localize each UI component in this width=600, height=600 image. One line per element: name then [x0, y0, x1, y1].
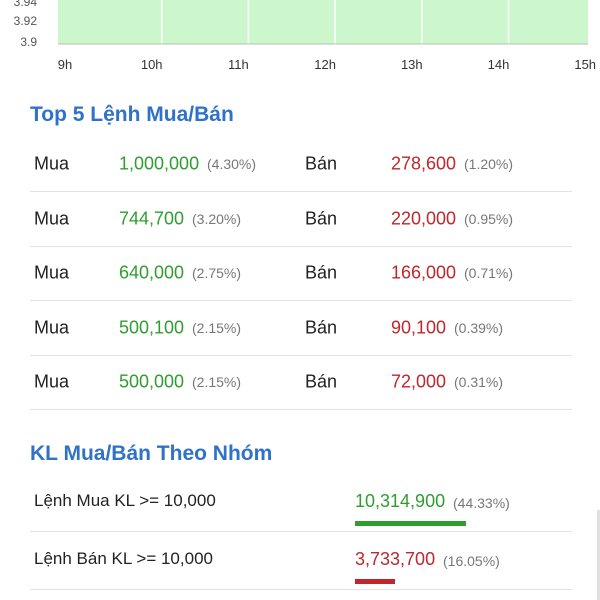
buy-volume: 744,700 — [119, 208, 185, 228]
buy-label: Mua — [34, 208, 70, 228]
sell-label: Bán — [305, 208, 338, 228]
buy-label: Mua — [34, 262, 70, 283]
order-row: Mua 500,000 (2.15%) Bán 72,000 (0.31%) — [30, 355, 572, 410]
order-row: Mua 744,700 (3.20%) Bán 220,000 (0.95%) — [30, 192, 572, 247]
x-tick-label: 12h — [314, 57, 336, 72]
x-tick-label: 10h — [141, 57, 163, 72]
group-label: Lệnh Bán KL >= 10,000 — [34, 548, 213, 568]
group-share-bar — [355, 521, 466, 526]
x-tick-label: 11h — [228, 57, 249, 72]
sell-volume: 220,000 — [391, 208, 457, 228]
sell-percent: (1.20%) — [464, 156, 514, 172]
sell-label: Bán — [305, 153, 338, 174]
group-label: Lệnh Mua KL >= 10,000 — [34, 491, 216, 510]
buy-label: Mua — [34, 371, 70, 392]
sell-percent: (0.31%) — [454, 374, 504, 390]
x-tick-label: 13h — [401, 57, 423, 72]
order-row: Mua 640,000 (2.75%) Bán 166,000 (0.71%) — [30, 246, 572, 301]
price-chart: 9h 10h 11h 12h 13h 14h 15h 3.94 3.92 3.9 — [0, 0, 600, 80]
y-tick-label: 3.9 — [20, 35, 37, 49]
group-row: Lệnh Bán KL >= 10,000 3,733,700 (16.05%) — [30, 535, 572, 590]
sell-label: Bán — [305, 317, 338, 337]
group-percent: (44.33%) — [453, 495, 510, 511]
sell-volume: 278,600 — [391, 153, 457, 174]
buy-percent: (2.15%) — [192, 319, 242, 336]
buy-volume: 500,000 — [119, 371, 185, 392]
order-row: Mua 1,000,000 (4.30%) Bán 278,600 (1.20%) — [30, 137, 572, 192]
chart-area-fill — [58, 0, 588, 44]
buy-label: Mua — [34, 153, 70, 174]
group-percent: (16.05%) — [443, 552, 500, 569]
buy-volume: 640,000 — [119, 262, 185, 283]
top5-orders-title: Top 5 Lệnh Mua/Bán — [30, 103, 234, 126]
group-row: Lệnh Mua KL >= 10,000 10,314,900 (44.33%) — [30, 477, 572, 532]
sell-label: Bán — [305, 371, 338, 392]
x-tick-label: 15h — [574, 57, 596, 72]
y-tick-label: 3.92 — [14, 14, 38, 28]
price-chart-svg: 9h 10h 11h 12h 13h 14h 15h 3.94 3.92 3.9 — [14, 0, 596, 72]
buy-percent: (3.20%) — [192, 210, 242, 227]
sell-volume: 166,000 — [391, 262, 457, 283]
x-tick-label: 14h — [488, 57, 510, 72]
sell-percent: (0.39%) — [454, 319, 504, 336]
order-row: Mua 500,100 (2.15%) Bán 90,100 (0.39%) — [30, 301, 572, 356]
group-volume: 3,733,700 — [355, 548, 436, 569]
buy-volume: 500,100 — [119, 317, 185, 337]
buy-percent: (4.30%) — [207, 156, 257, 172]
group-volume-title: KL Mua/Bán Theo Nhóm — [30, 442, 273, 465]
buy-volume: 1,000,000 — [119, 153, 200, 174]
buy-percent: (2.15%) — [192, 374, 242, 390]
sell-volume: 90,100 — [391, 317, 447, 337]
sell-volume: 72,000 — [391, 371, 447, 392]
y-tick-label: 3.94 — [14, 0, 38, 9]
x-tick-label: 9h — [58, 57, 72, 72]
group-share-bar — [355, 578, 395, 584]
scrollbar[interactable] — [597, 510, 600, 600]
buy-percent: (2.75%) — [192, 265, 242, 281]
sell-percent: (0.71%) — [464, 265, 514, 281]
sell-percent: (0.95%) — [464, 210, 514, 227]
sell-label: Bán — [305, 262, 338, 283]
group-volume: 10,314,900 — [355, 491, 446, 511]
buy-label: Mua — [34, 317, 70, 337]
